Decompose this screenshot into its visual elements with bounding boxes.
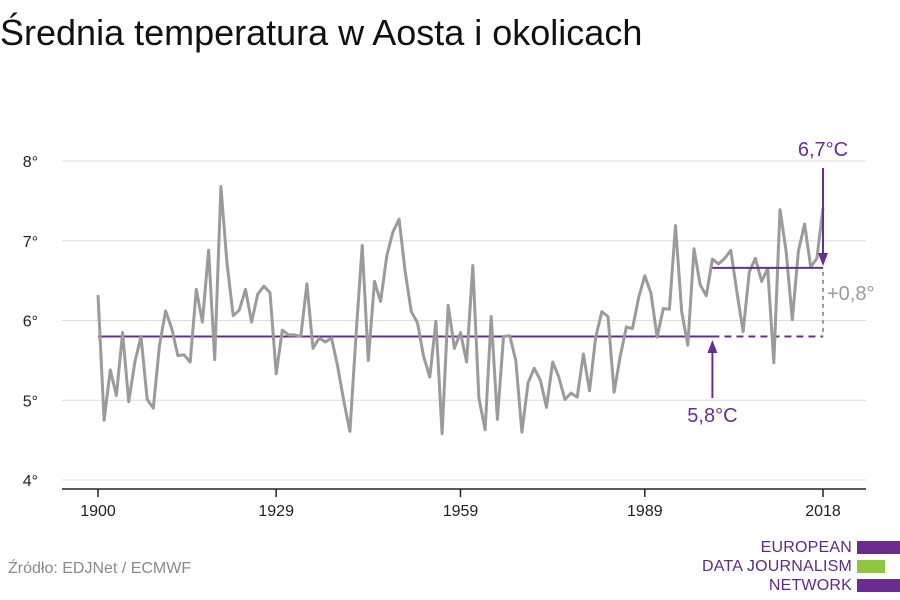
x-axis-ticks: 1900 1929 1959 1989 2018 [80, 489, 841, 520]
logo-line-3: NETWORK [768, 577, 852, 594]
grid-lines [62, 160, 866, 481]
x-tick-label: 1929 [258, 503, 294, 520]
edjnet-logo[interactable]: EUROPEAN DATA JOURNALISM NETWORK [702, 538, 900, 598]
annotations: 5,8°C 6,7°C +0,8° [687, 139, 874, 427]
logo-line-1: EUROPEAN [760, 539, 852, 556]
logo-bar-purple-bottom [857, 579, 900, 592]
logo-bar-purple-top [857, 541, 900, 554]
y-tick-label: 4° [23, 473, 38, 490]
y-tick-label: 8° [23, 154, 38, 171]
y-tick-label: 5° [23, 393, 38, 410]
difference-label: +0,8° [827, 283, 874, 305]
source-note: Źródło: EDJNet / ECMWF [8, 560, 192, 577]
logo-bar-green [857, 560, 885, 573]
temperature-series-line [96, 185, 825, 436]
y-tick-label: 7° [23, 234, 38, 251]
y-tick-label: 6° [23, 314, 38, 331]
logo-line-2: DATA JOURNALISM [702, 558, 852, 575]
x-tick-label: 2018 [805, 503, 841, 520]
line-chart: 4° 5° 6° 7° 8° 1900 1929 1959 1989 2018 5,8°C 6,7… [23, 139, 875, 520]
x-tick-label: 1900 [80, 503, 116, 520]
recent-label: 6,7°C [798, 139, 848, 161]
chart-title: Średnia temperatura w Aosta i okolicach [0, 12, 643, 53]
x-tick-label: 1989 [627, 503, 663, 520]
y-axis-ticks: 4° 5° 6° 7° 8° [23, 154, 38, 490]
reference-arrow-head [707, 340, 718, 353]
recent-arrow-head [818, 253, 828, 266]
reference-label: 5,8°C [687, 405, 737, 427]
x-tick-label: 1959 [443, 503, 479, 520]
